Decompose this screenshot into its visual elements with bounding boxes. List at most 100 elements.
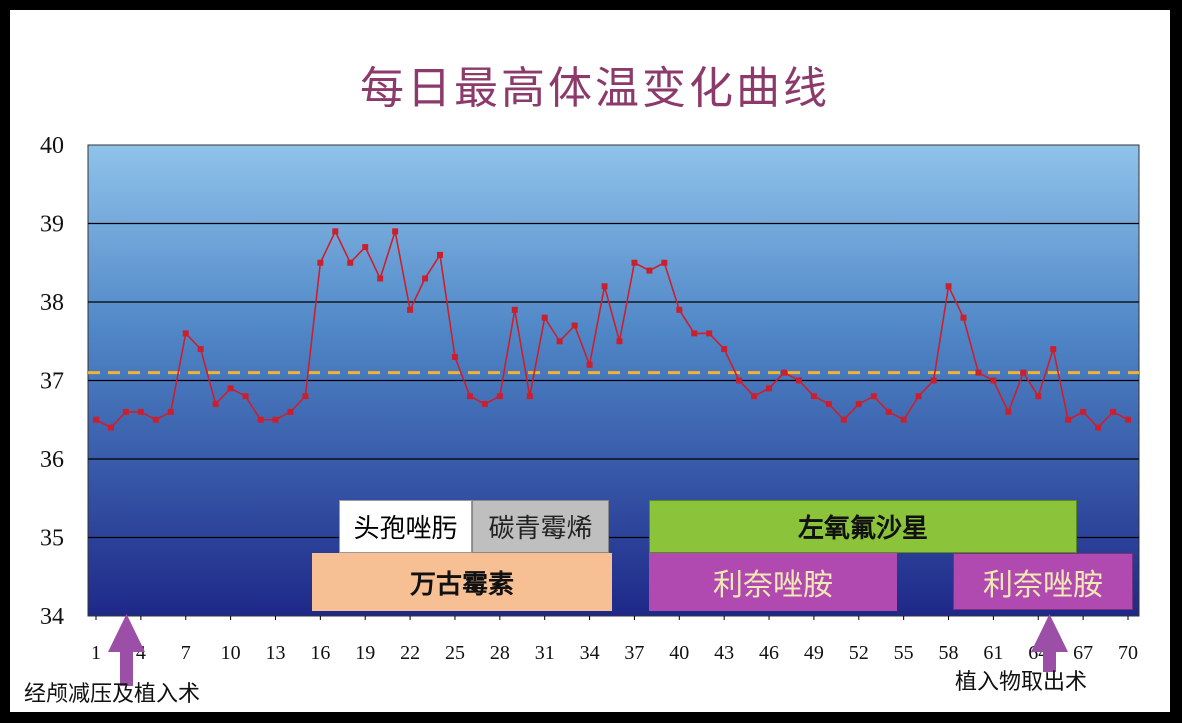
chart-title: 每日最高体温变化曲线 (360, 63, 830, 114)
data-point (1080, 408, 1087, 415)
x-tick-label: 37 (624, 642, 644, 664)
y-tick-label: 36 (40, 447, 64, 473)
x-tick-label: 13 (265, 642, 285, 664)
drug-label-levofloxacin: 左氧氟沙星 (649, 500, 1077, 553)
data-point (1050, 346, 1057, 353)
data-point (900, 416, 907, 423)
data-point (556, 338, 563, 345)
data-point (422, 275, 429, 282)
data-point (870, 393, 877, 400)
data-point (840, 416, 847, 423)
y-tick-label: 35 (40, 526, 64, 552)
x-tick-label: 55 (894, 642, 914, 664)
data-point (691, 330, 698, 337)
data-point (451, 353, 458, 360)
data-point (392, 228, 399, 235)
data-point (960, 314, 967, 321)
event-arrows (108, 614, 1068, 686)
data-point (855, 401, 862, 408)
data-point (646, 267, 653, 274)
data-point (825, 401, 832, 408)
data-point (541, 314, 548, 321)
data-point (377, 275, 384, 282)
x-axis: 1 4 7 10 13 16 19 22 25 28 31 34 37 40 43 46 49 52 55 58 61 6… (91, 616, 1138, 664)
data-point (227, 385, 234, 392)
data-point (212, 401, 219, 408)
data-point (197, 346, 204, 353)
data-point (1065, 416, 1072, 423)
data-point (945, 283, 952, 290)
y-tick-label: 40 (40, 133, 64, 159)
data-point (975, 369, 982, 376)
drug-label-linezolid: 利奈唑胺 (649, 553, 897, 611)
data-point (137, 408, 144, 415)
x-tick-label: 1 (91, 642, 101, 664)
data-point (347, 259, 354, 266)
y-tick-label: 39 (40, 212, 64, 238)
data-point (362, 244, 369, 251)
data-point (586, 361, 593, 368)
y-tick-label: 38 (40, 290, 64, 316)
data-point (1005, 408, 1012, 415)
data-point (526, 393, 533, 400)
drug-label-carbapenem: 碳青霉烯 (472, 500, 609, 553)
x-tick-label: 61 (983, 642, 1003, 664)
data-point (676, 306, 683, 313)
x-tick-label: 16 (310, 642, 330, 664)
data-point (781, 369, 787, 376)
x-tick-label: 10 (221, 642, 241, 664)
data-point (496, 393, 503, 400)
data-point (721, 346, 728, 353)
drug-label-vancomycin: 万古霉素 (312, 553, 612, 611)
data-point (1125, 416, 1131, 423)
data-point (616, 338, 623, 345)
data-point (152, 416, 159, 423)
data-point (1035, 393, 1042, 400)
data-point (167, 408, 174, 415)
data-point (915, 393, 922, 400)
data-point (466, 393, 473, 400)
annotation-right: 植入物取出术 (955, 670, 1088, 695)
data-point (242, 393, 249, 400)
x-tick-label: 7 (181, 642, 191, 664)
data-point (257, 416, 264, 423)
y-tick-label: 34 (40, 604, 64, 630)
data-point (93, 416, 99, 423)
data-point (1110, 408, 1117, 415)
series-line (95, 229, 1129, 429)
x-tick-label: 70 (1118, 642, 1138, 664)
data-point (481, 401, 488, 408)
data-point (736, 377, 743, 384)
x-tick-label: 28 (490, 642, 510, 664)
data-point (990, 377, 997, 384)
data-point (437, 251, 443, 258)
data-point (287, 408, 294, 415)
data-point (930, 377, 937, 384)
x-tick-label: 52 (849, 642, 869, 664)
annotation-left: 经颅减压及植入术 (24, 682, 201, 707)
data-point (601, 283, 608, 290)
data-point (407, 306, 414, 313)
data-point (332, 228, 339, 235)
data-point (272, 416, 279, 423)
data-point (661, 259, 668, 266)
x-tick-label: 19 (355, 642, 375, 664)
drug-label-cefotaxime: 头孢唑肟 (339, 500, 472, 553)
temperature-series (93, 228, 1131, 431)
y-tick-label: 37 (40, 369, 64, 395)
data-point (1020, 369, 1027, 376)
data-point (302, 393, 309, 400)
arrow-up-icon (1031, 614, 1068, 672)
drug-label-linezolid-2: 利奈唑胺 (953, 553, 1133, 610)
data-point (182, 330, 189, 337)
y-axis: 34 35 36 37 38 39 40 (40, 133, 64, 630)
data-point (810, 393, 817, 400)
x-tick-label: 58 (939, 642, 959, 664)
data-point (795, 377, 802, 384)
arrow-up-icon (108, 614, 145, 686)
data-point (511, 306, 518, 313)
data-point (1095, 424, 1102, 431)
data-point (706, 330, 713, 337)
data-point (885, 408, 892, 415)
